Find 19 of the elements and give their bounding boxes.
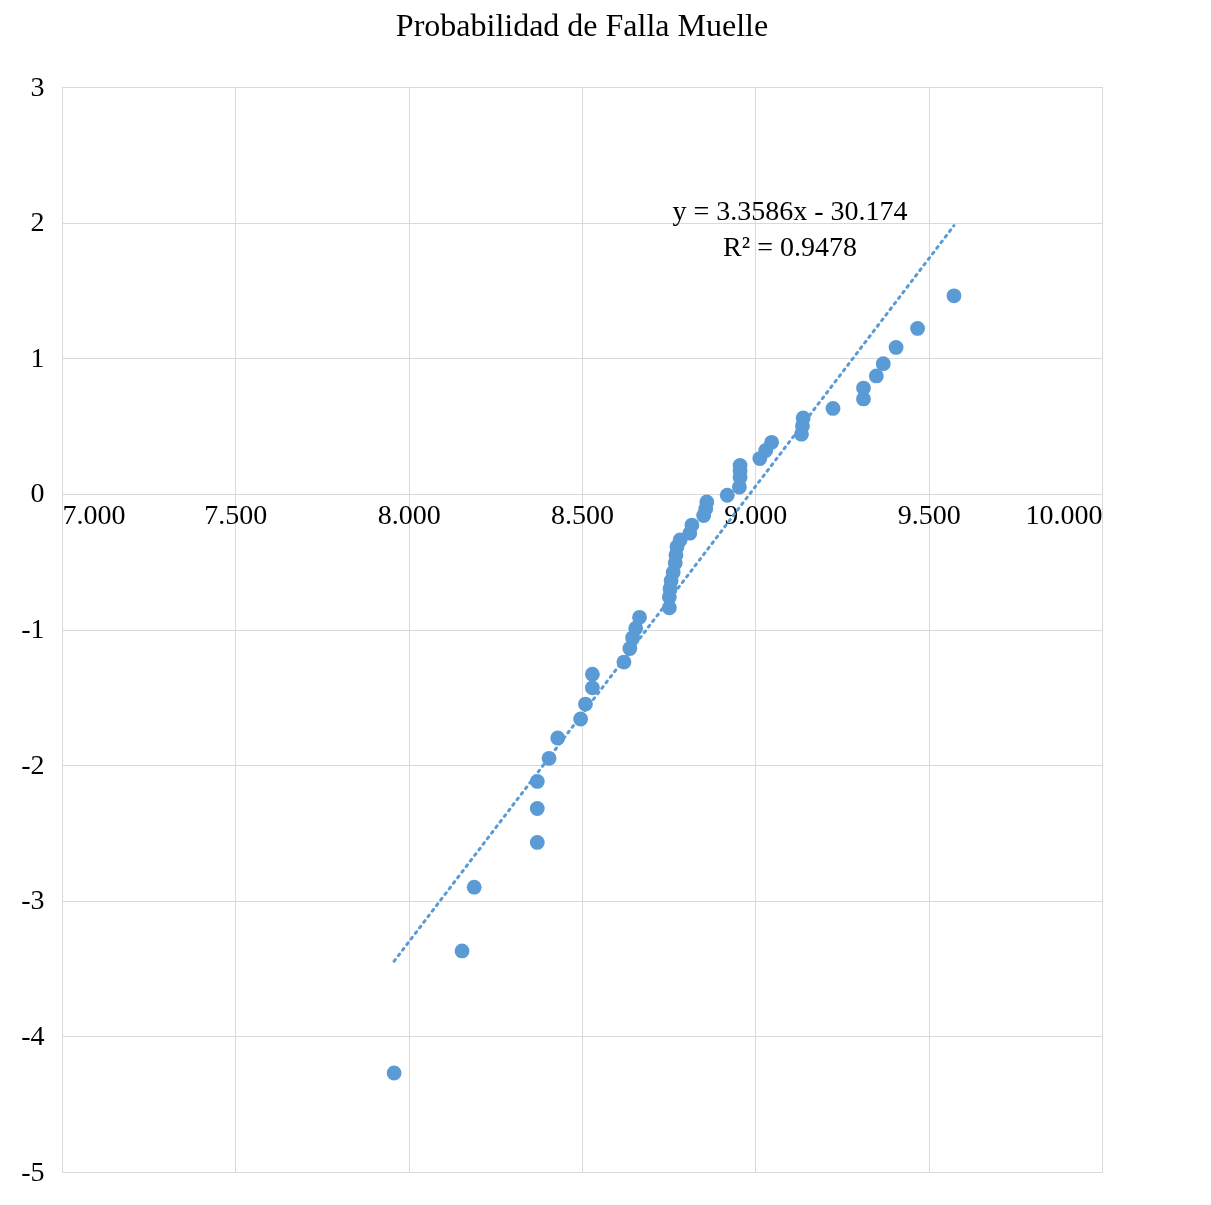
x-tick-label: 8.000 [377, 499, 441, 531]
x-tick-label: 9.500 [897, 499, 961, 531]
y-tick-label: -2 [21, 748, 45, 780]
y-tick-label: 0 [30, 477, 45, 509]
y-tick-label: -3 [21, 884, 45, 916]
y-tick-label: 1 [30, 341, 45, 373]
x-tick-label: 8.500 [551, 499, 614, 531]
x-tick-label: 9.000 [724, 499, 788, 531]
y-tick-label: 2 [30, 206, 45, 238]
x-tick-label: 7.000 [62, 499, 126, 531]
x-tick-label: 7.500 [204, 499, 268, 531]
y-tick-label: -5 [21, 1155, 45, 1187]
y-tick-label: 3 [30, 70, 45, 102]
chart-title: Probabilidad de Falla Muelle [395, 7, 769, 43]
x-tick-label: 10.000 [1025, 499, 1103, 531]
annotation: R² = 0.9478 [723, 230, 857, 262]
y-tick-label: -1 [21, 613, 45, 644]
y-tick-label: -4 [21, 1019, 45, 1051]
annotation: y = 3.3586x - 30.174 [672, 194, 908, 226]
